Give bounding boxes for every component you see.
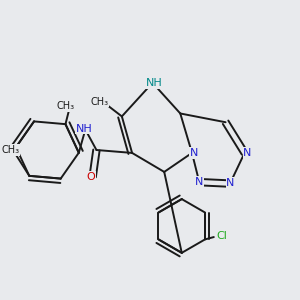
Text: CH₃: CH₃ <box>2 145 20 155</box>
Text: CH₃: CH₃ <box>57 101 75 111</box>
Text: Cl: Cl <box>216 232 227 242</box>
Text: NH: NH <box>146 78 163 88</box>
Text: N: N <box>194 177 203 187</box>
Text: NH: NH <box>76 124 93 134</box>
Text: CH₃: CH₃ <box>90 97 108 106</box>
Text: N: N <box>190 148 198 158</box>
Text: N: N <box>243 148 252 158</box>
Text: O: O <box>87 172 96 182</box>
Text: N: N <box>226 178 235 188</box>
